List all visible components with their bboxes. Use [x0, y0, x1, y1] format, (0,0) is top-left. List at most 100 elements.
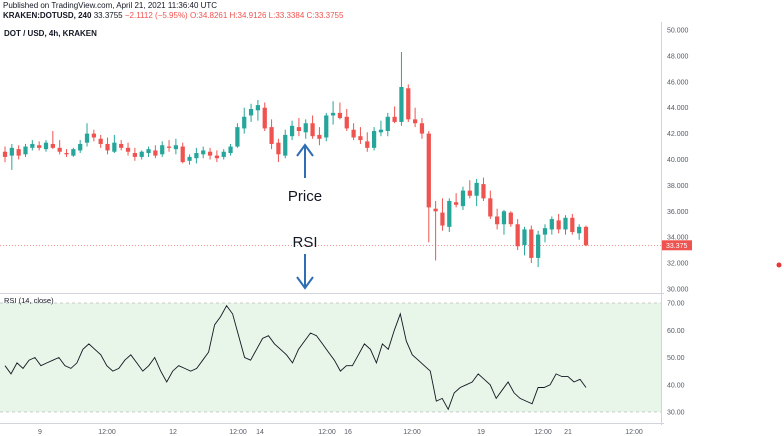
candle[interactable]	[549, 216, 554, 235]
candle-body	[207, 151, 213, 156]
candle[interactable]	[276, 138, 281, 163]
candle-body	[235, 127, 240, 147]
candle-body	[84, 133, 90, 143]
candle[interactable]	[255, 99, 261, 121]
candle[interactable]	[207, 147, 213, 160]
candle-body	[419, 123, 425, 134]
price-pane[interactable]: DOT / USD, 4h, KRAKEN 50.000 48.000 46.000 4…	[0, 22, 784, 425]
candle[interactable]	[310, 115, 315, 139]
candle[interactable]	[324, 112, 329, 142]
time-axis-tick: 16	[344, 429, 352, 436]
candle[interactable]	[426, 131, 431, 243]
candle[interactable]	[474, 178, 479, 207]
candle[interactable]	[57, 140, 62, 155]
candle[interactable]	[330, 101, 336, 125]
candle[interactable]	[9, 143, 14, 170]
candle[interactable]	[501, 210, 507, 235]
candle[interactable]	[289, 120, 295, 141]
candle[interactable]	[317, 127, 322, 146]
candle[interactable]	[112, 134, 117, 154]
candle[interactable]	[488, 190, 493, 220]
candle[interactable]	[508, 211, 513, 227]
candle-body	[2, 151, 8, 157]
candle[interactable]	[577, 224, 582, 240]
candle[interactable]	[536, 230, 541, 267]
candle[interactable]	[125, 142, 131, 156]
candle[interactable]	[371, 127, 377, 151]
candle[interactable]	[358, 127, 363, 144]
candle[interactable]	[283, 129, 288, 159]
candle[interactable]	[180, 142, 185, 164]
candle[interactable]	[406, 84, 411, 122]
rsi-axis-tick: 30.00	[667, 410, 685, 417]
candle[interactable]	[30, 140, 35, 151]
candle[interactable]	[228, 143, 233, 156]
candle[interactable]	[296, 118, 302, 137]
candle[interactable]	[385, 112, 390, 137]
candle[interactable]	[460, 186, 466, 211]
candle[interactable]	[91, 129, 96, 142]
candle[interactable]	[454, 193, 459, 208]
candle[interactable]	[248, 103, 254, 122]
candle[interactable]	[447, 198, 452, 233]
rsi-pane[interactable]: RSI (14, close) 70.00 60.00 50.00 40.00 30.00	[0, 296, 685, 417]
candle[interactable]	[495, 208, 500, 230]
candle[interactable]	[412, 107, 418, 128]
candle[interactable]	[119, 140, 124, 151]
candle[interactable]	[132, 147, 137, 161]
candle[interactable]	[201, 146, 206, 159]
candle[interactable]	[146, 146, 151, 157]
candle[interactable]	[153, 145, 158, 159]
candle[interactable]	[105, 137, 110, 155]
candle-body	[187, 156, 192, 161]
candle[interactable]	[378, 120, 384, 137]
candle[interactable]	[399, 52, 404, 126]
candle[interactable]	[84, 123, 90, 147]
candle[interactable]	[583, 225, 589, 247]
candle[interactable]	[522, 226, 527, 256]
candle[interactable]	[556, 213, 561, 234]
candle[interactable]	[166, 140, 172, 152]
candle[interactable]	[515, 219, 520, 251]
candle[interactable]	[71, 147, 76, 157]
candle[interactable]	[570, 213, 575, 235]
candle[interactable]	[529, 225, 534, 264]
candle[interactable]	[2, 146, 8, 163]
candle[interactable]	[43, 140, 49, 152]
candle[interactable]	[37, 141, 42, 151]
candle[interactable]	[303, 119, 308, 139]
candle[interactable]	[16, 145, 21, 160]
candle[interactable]	[481, 177, 486, 201]
candle[interactable]	[269, 119, 274, 150]
candle[interactable]	[50, 131, 55, 150]
candle[interactable]	[351, 123, 356, 141]
candle-body	[296, 127, 302, 132]
candle[interactable]	[365, 132, 370, 152]
candle[interactable]	[419, 118, 425, 139]
candle[interactable]	[214, 150, 220, 163]
candle[interactable]	[160, 141, 165, 157]
candle[interactable]	[337, 102, 343, 120]
time-axis[interactable]: 9 12:00 12 12:00 14 12:00 16 12:00 19 12:00 21 12:0…	[0, 423, 664, 436]
candle[interactable]	[23, 143, 28, 157]
candle[interactable]	[392, 106, 397, 124]
indicator-dot	[776, 262, 782, 268]
candle[interactable]	[344, 108, 349, 132]
candle[interactable]	[433, 200, 438, 261]
candle[interactable]	[98, 134, 103, 148]
candle[interactable]	[262, 102, 267, 132]
candle[interactable]	[563, 215, 568, 235]
candle[interactable]	[242, 107, 247, 134]
candle[interactable]	[78, 140, 83, 154]
candle[interactable]	[194, 147, 199, 164]
candle[interactable]	[542, 224, 548, 243]
candle[interactable]	[440, 198, 445, 231]
candle[interactable]	[467, 180, 472, 199]
candle[interactable]	[221, 149, 226, 160]
candle[interactable]	[235, 123, 240, 148]
candle[interactable]	[187, 154, 192, 165]
candle[interactable]	[64, 149, 69, 157]
candle[interactable]	[173, 138, 179, 155]
candle[interactable]	[139, 150, 144, 160]
